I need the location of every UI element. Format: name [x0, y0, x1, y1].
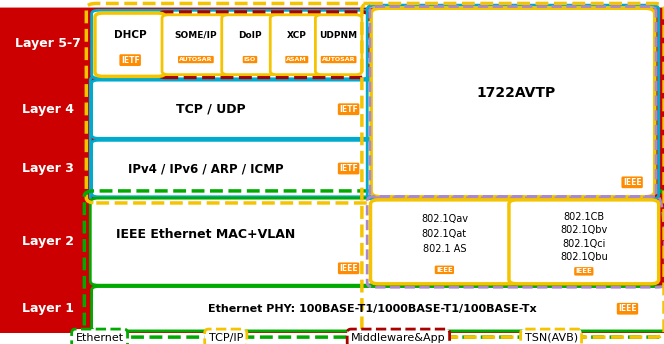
FancyBboxPatch shape — [0, 197, 664, 287]
FancyBboxPatch shape — [371, 8, 655, 197]
FancyBboxPatch shape — [0, 9, 102, 79]
FancyBboxPatch shape — [270, 15, 323, 75]
FancyBboxPatch shape — [0, 140, 102, 197]
Text: 802.1CB: 802.1CB — [563, 212, 604, 222]
Text: IEEE: IEEE — [436, 267, 453, 273]
Text: Middleware&App: Middleware&App — [351, 333, 446, 343]
FancyBboxPatch shape — [92, 10, 373, 78]
Text: 802.1Qat: 802.1Qat — [422, 229, 467, 239]
Text: IETF: IETF — [339, 105, 358, 114]
FancyBboxPatch shape — [0, 8, 664, 80]
Text: 802.1Qbv: 802.1Qbv — [560, 225, 608, 236]
Text: 1722AVTP: 1722AVTP — [477, 86, 556, 100]
Text: IEEE: IEEE — [623, 178, 641, 187]
Text: IPv4 / IPv6 / ARP / ICMP: IPv4 / IPv6 / ARP / ICMP — [128, 162, 284, 175]
FancyBboxPatch shape — [90, 198, 374, 285]
FancyBboxPatch shape — [222, 15, 278, 75]
Text: TCP / UDP: TCP / UDP — [177, 103, 246, 116]
FancyBboxPatch shape — [95, 13, 165, 76]
Text: Ethernet: Ethernet — [76, 333, 124, 343]
Text: IEEE: IEEE — [618, 304, 637, 313]
FancyBboxPatch shape — [0, 284, 664, 333]
Text: TCP/IP: TCP/IP — [208, 333, 243, 343]
Text: AUTOSAR: AUTOSAR — [322, 57, 355, 62]
Text: TSN(AVB): TSN(AVB) — [525, 333, 578, 343]
Text: Layer 4: Layer 4 — [22, 103, 74, 116]
FancyBboxPatch shape — [0, 138, 664, 199]
Text: ASAM: ASAM — [286, 57, 307, 62]
Text: Layer 5-7: Layer 5-7 — [15, 37, 81, 50]
FancyBboxPatch shape — [0, 78, 664, 140]
FancyBboxPatch shape — [92, 80, 373, 138]
Text: Layer 1: Layer 1 — [22, 302, 74, 315]
Text: AUTOSAR: AUTOSAR — [179, 57, 212, 62]
FancyBboxPatch shape — [315, 15, 362, 75]
Text: Ethernet PHY: 100BASE-T1/1000BASE-T1/100BASE-Tx: Ethernet PHY: 100BASE-T1/1000BASE-T1/100… — [208, 304, 536, 314]
FancyBboxPatch shape — [0, 286, 102, 332]
Text: DoIP: DoIP — [238, 31, 262, 40]
Text: ISO: ISO — [244, 57, 256, 62]
Text: 802.1Qci: 802.1Qci — [562, 239, 606, 249]
Text: 802.1Qbu: 802.1Qbu — [560, 252, 608, 262]
Text: 802.1 AS: 802.1 AS — [422, 244, 466, 255]
FancyBboxPatch shape — [0, 198, 102, 285]
Text: SOME/IP: SOME/IP — [175, 31, 217, 40]
Text: IEEE: IEEE — [339, 264, 358, 273]
FancyBboxPatch shape — [162, 15, 230, 75]
Text: UDPNM: UDPNM — [319, 31, 358, 40]
Text: 802.1Qav: 802.1Qav — [421, 214, 468, 224]
Text: IEEE: IEEE — [576, 268, 592, 275]
FancyBboxPatch shape — [371, 200, 518, 284]
FancyBboxPatch shape — [159, 12, 369, 77]
Text: IEEE Ethernet MAC+VLAN: IEEE Ethernet MAC+VLAN — [116, 228, 295, 241]
FancyBboxPatch shape — [0, 79, 102, 139]
Text: Layer 3: Layer 3 — [22, 162, 74, 175]
FancyBboxPatch shape — [509, 200, 659, 284]
FancyBboxPatch shape — [92, 140, 373, 197]
Text: DHCP: DHCP — [114, 30, 147, 40]
Text: XCP: XCP — [287, 31, 307, 40]
FancyBboxPatch shape — [92, 287, 664, 331]
Text: Layer 2: Layer 2 — [22, 235, 74, 248]
Text: IETF: IETF — [339, 164, 358, 173]
Text: IETF: IETF — [121, 56, 139, 65]
